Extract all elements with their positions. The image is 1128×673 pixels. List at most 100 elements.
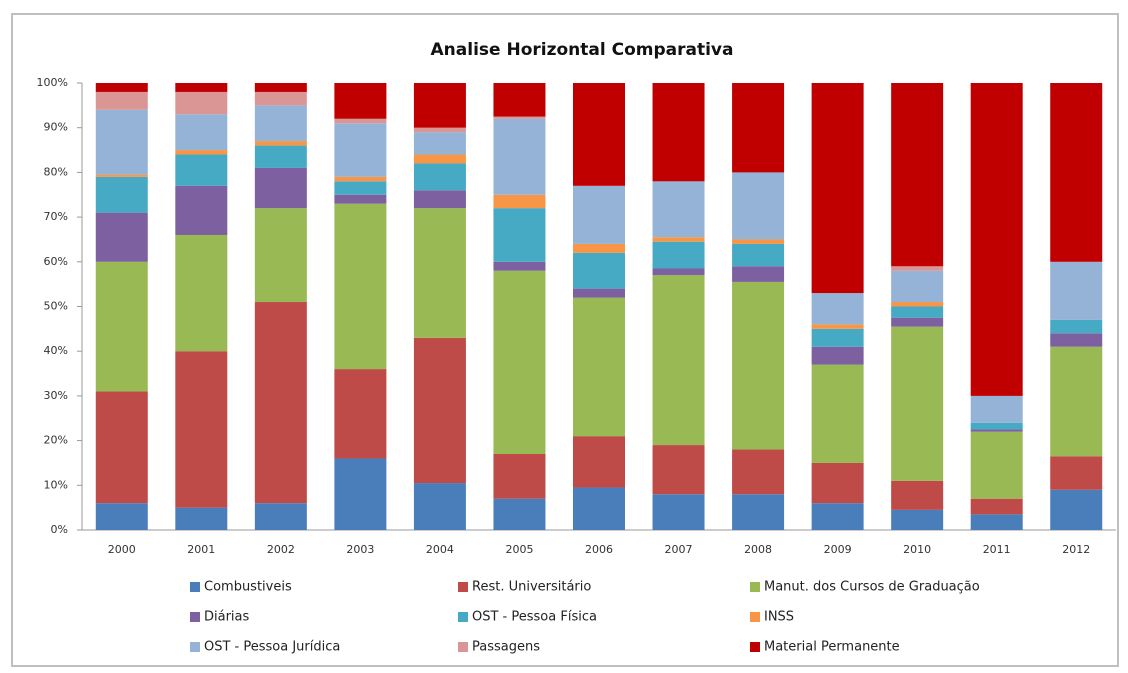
- legend-label: OST - Pessoa Jurídica: [204, 640, 340, 655]
- bar-segment: [493, 208, 546, 262]
- legend-swatch: [750, 612, 760, 622]
- legend-swatch: [190, 612, 200, 622]
- bar-segment: [175, 351, 228, 508]
- bar-segment: [573, 83, 625, 186]
- bar-segment: [175, 150, 228, 155]
- y-tick-label: 70%: [44, 210, 68, 223]
- bar-segment: [970, 83, 1023, 396]
- bar-segment: [652, 268, 705, 276]
- chart-title: Analise Horizontal Comparativa: [431, 40, 734, 60]
- bar-segment: [175, 154, 228, 186]
- legend-swatch: [458, 642, 468, 652]
- bar-segment: [334, 203, 387, 370]
- bar-segment: [970, 422, 1023, 430]
- legend-swatch: [190, 642, 200, 652]
- bar-segment: [95, 212, 148, 262]
- legend-swatch: [190, 582, 200, 592]
- legend-label: Rest. Universitário: [472, 580, 591, 595]
- y-tick-label: 0%: [51, 523, 68, 536]
- x-tick-label: 2000: [108, 543, 136, 556]
- bar-segment: [413, 163, 466, 191]
- y-tick-label: 30%: [44, 389, 68, 402]
- legend-label: INSS: [764, 610, 794, 625]
- y-tick-label: 90%: [44, 121, 68, 134]
- y-tick-label: 100%: [37, 76, 68, 89]
- bar-segment: [413, 208, 466, 338]
- bar-segment: [413, 132, 466, 155]
- bar-segment: [413, 483, 466, 530]
- bar-segment: [175, 234, 228, 352]
- bar-segment: [811, 503, 864, 530]
- bar-segment: [493, 270, 546, 455]
- bar-segment: [1050, 333, 1103, 347]
- bar-segment: [175, 114, 228, 151]
- bar-segment: [891, 270, 944, 303]
- bar-segment: [891, 326, 944, 481]
- bar-segment: [334, 181, 387, 195]
- bar-segment: [254, 302, 307, 504]
- bar-segment: [811, 346, 864, 365]
- bar-segment: [970, 431, 1023, 499]
- bar-segment: [573, 288, 625, 298]
- bar-segment: [334, 369, 387, 459]
- y-tick-label: 50%: [44, 300, 68, 313]
- bar-segment: [970, 514, 1023, 530]
- bar-segment: [334, 176, 387, 182]
- bar-segment: [175, 91, 228, 115]
- y-tick-label: 10%: [44, 478, 68, 491]
- y-tick-label: 80%: [44, 165, 68, 178]
- bar-segment: [891, 302, 944, 307]
- bar-segment: [573, 487, 625, 530]
- bar-segment: [95, 261, 148, 392]
- legend-label: Diárias: [204, 610, 250, 625]
- bar-segment: [891, 306, 944, 318]
- bar-segment: [95, 91, 148, 110]
- legend-label: Material Permanente: [764, 640, 900, 655]
- bar-segment: [493, 116, 546, 119]
- bar-segment: [1050, 83, 1103, 262]
- bar-segment: [891, 83, 944, 267]
- bar-segment: [573, 252, 625, 289]
- x-tick-label: 2002: [267, 543, 295, 556]
- bar-segment: [254, 141, 307, 146]
- bar-segment: [811, 293, 864, 325]
- bar-segment: [652, 83, 705, 182]
- bar-segment: [732, 494, 785, 530]
- bar-segment: [891, 480, 944, 510]
- legend-swatch: [458, 612, 468, 622]
- bar-segment: [732, 266, 785, 282]
- bar-segment: [254, 91, 307, 106]
- x-tick-label: 2007: [665, 543, 693, 556]
- x-tick-label: 2001: [187, 543, 215, 556]
- bar-segment: [334, 458, 387, 530]
- y-tick-label: 60%: [44, 255, 68, 268]
- bar-segment: [573, 185, 625, 244]
- bar-segment: [254, 83, 307, 92]
- bar-segment: [1050, 346, 1103, 457]
- bar-segment: [573, 436, 625, 488]
- bar-segment: [493, 194, 546, 209]
- x-tick-label: 2005: [505, 543, 533, 556]
- y-tick-label: 20%: [44, 434, 68, 447]
- legend-label: OST - Pessoa Física: [472, 610, 597, 625]
- bar-segment: [891, 317, 944, 327]
- bar-segment: [732, 243, 785, 267]
- legend-swatch: [750, 582, 760, 592]
- bar-segment: [811, 324, 864, 329]
- bar-segment: [652, 445, 705, 495]
- x-tick-label: 2012: [1062, 543, 1090, 556]
- bar-segment: [573, 297, 625, 437]
- x-tick-label: 2009: [824, 543, 852, 556]
- bar-segment: [811, 83, 864, 294]
- bar-segment: [573, 243, 625, 253]
- legend-label: Passagens: [472, 640, 540, 655]
- bar-segment: [652, 275, 705, 446]
- bar-segment: [95, 83, 148, 92]
- bar-segment: [732, 449, 785, 495]
- bar-segment: [254, 167, 307, 209]
- bar-segment: [970, 429, 1023, 432]
- bar-segment: [1050, 319, 1103, 334]
- bar-segment: [891, 509, 944, 530]
